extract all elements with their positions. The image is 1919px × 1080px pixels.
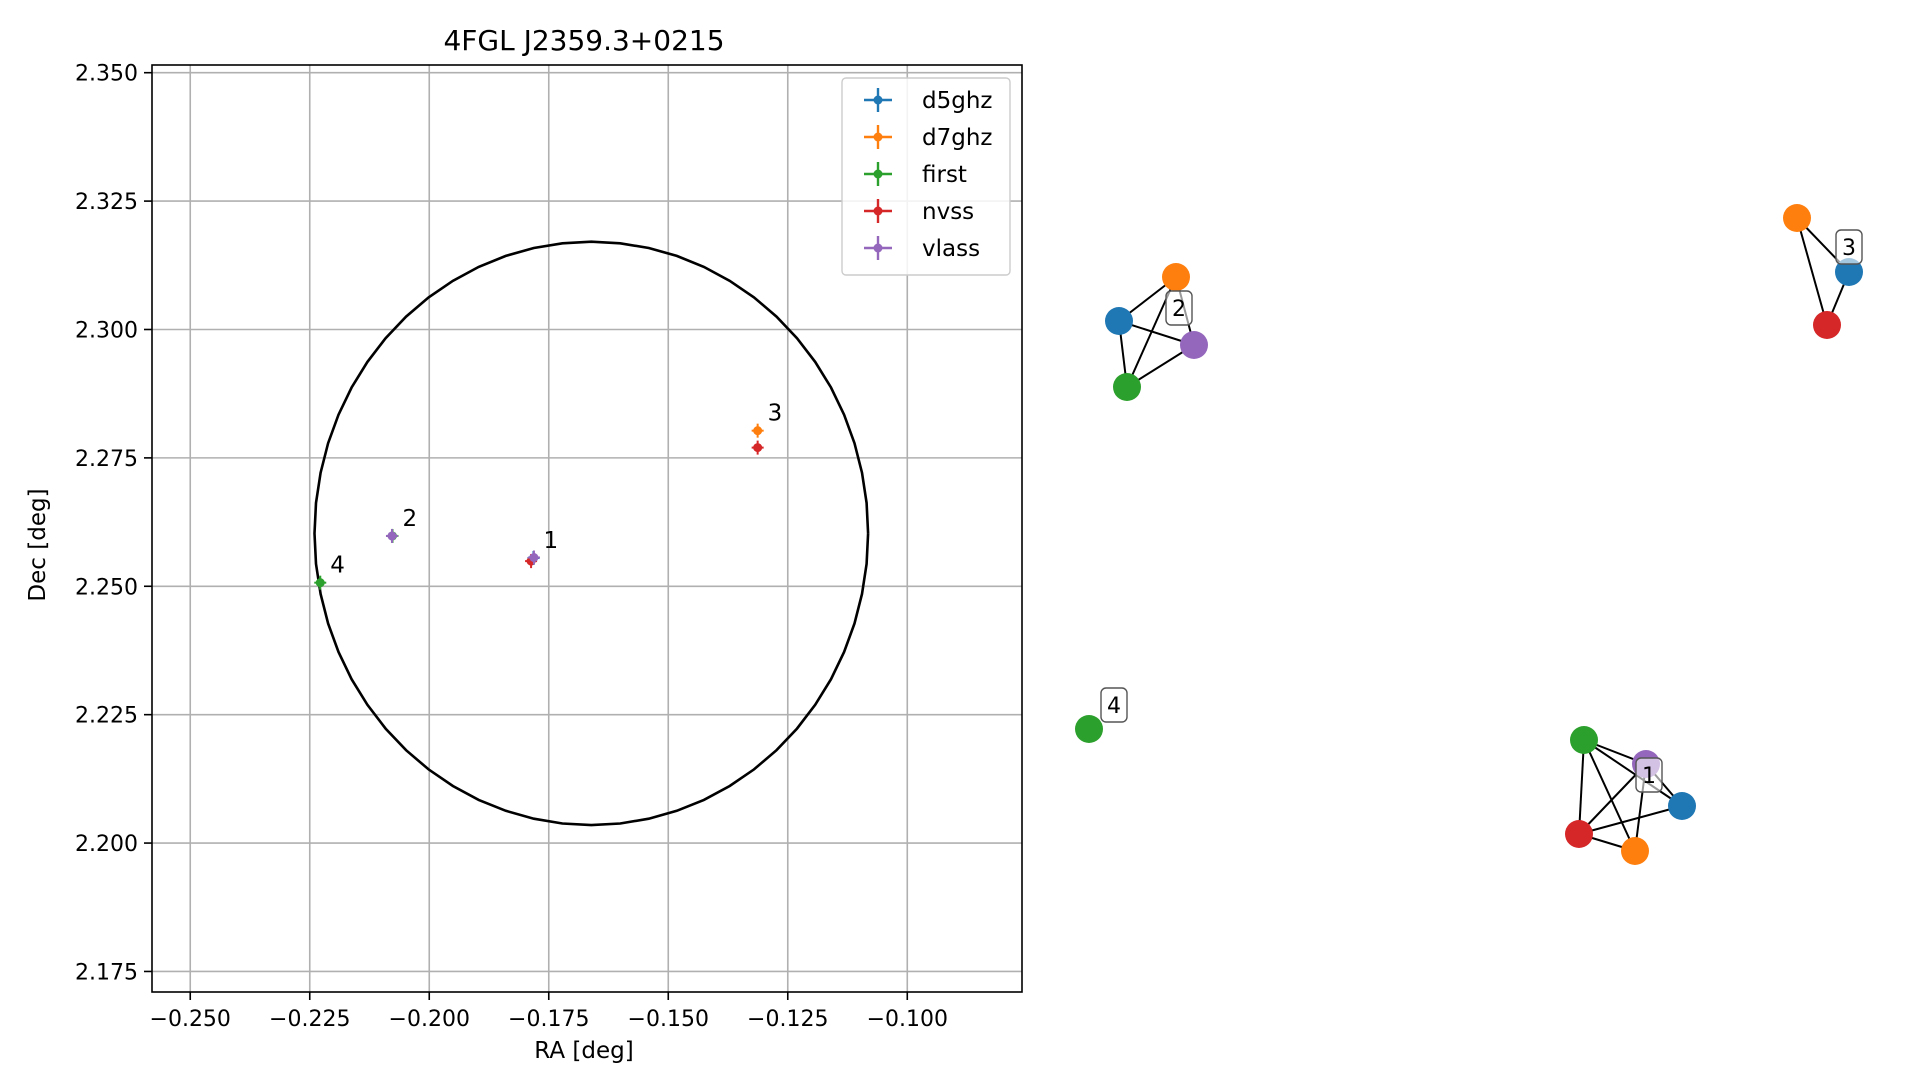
legend-label: d5ghz	[922, 88, 992, 114]
annotation-label: 1	[543, 528, 558, 554]
x-axis-label: RA [deg]	[534, 1038, 633, 1064]
node-d5ghz	[1105, 307, 1133, 335]
cluster-label: 2	[1172, 297, 1186, 322]
chart-title: 4FGL J2359.3+0215	[443, 24, 724, 57]
legend-item-d7ghz: d7ghz	[864, 125, 992, 151]
error-ellipse	[313, 240, 870, 827]
cluster-label-box	[1635, 757, 1663, 793]
legend-item-nvss: nvss	[864, 199, 974, 225]
legend-label: nvss	[922, 199, 974, 225]
edge	[1578, 763, 1647, 835]
point-nvss	[753, 443, 763, 453]
annotation-label: 3	[768, 401, 783, 427]
node-d5ghz	[1835, 258, 1863, 286]
y-axis-label: Dec [deg]	[25, 488, 51, 601]
edge	[1583, 739, 1636, 852]
y-tick-label: 2.300	[75, 318, 138, 343]
axes-frame	[151, 64, 1023, 993]
y-tick-label: 2.175	[75, 960, 138, 985]
node-d5ghz	[1668, 792, 1696, 820]
x-tick-label: −0.225	[269, 1007, 350, 1032]
edge	[1578, 805, 1683, 835]
y-tick-label: 2.350	[75, 62, 138, 87]
legend-marker-dot	[873, 243, 883, 253]
cluster-label-box	[1835, 229, 1863, 265]
y-axis-ticks: 2.175 2.200 2.225 2.250 2.275 2.300 2.325 2.350	[75, 62, 152, 985]
x-tick-label: −0.200	[389, 1007, 470, 1032]
scatter-plot: 4FGL J2359.3+0215 1 2 3 4 −0.250 −0.225 −0.20…	[25, 24, 1023, 1064]
annotation-label: 4	[330, 553, 345, 579]
point-vlass	[529, 553, 539, 563]
legend-label: first	[922, 162, 967, 188]
cluster-label: 4	[1107, 694, 1121, 719]
cluster-1: 1	[1565, 726, 1696, 865]
node-d7ghz	[1783, 204, 1811, 232]
node-nvss	[1813, 311, 1841, 339]
y-tick-label: 2.200	[75, 832, 138, 857]
point-d7ghz	[753, 426, 763, 436]
legend-box	[841, 77, 1011, 276]
point-vlass	[387, 531, 397, 541]
legend-item-vlass: vlass	[864, 236, 980, 262]
legend-marker-dot	[873, 169, 883, 179]
x-tick-label: −0.175	[508, 1007, 589, 1032]
node-first	[1075, 715, 1103, 743]
legend-item-first: first	[864, 162, 967, 188]
x-tick-label: −0.100	[867, 1007, 948, 1032]
node-first	[1113, 373, 1141, 401]
legend-label: d7ghz	[922, 125, 992, 151]
network-graph: 2 3 4 1	[1075, 204, 1863, 865]
node-nvss	[1565, 820, 1593, 848]
x-axis-ticks: −0.250 −0.225 −0.200 −0.175 −0.150 −0.125 −0.1…	[150, 992, 948, 1032]
legend: d5ghz d7ghz first nvss vlass	[841, 77, 1011, 276]
x-tick-label: −0.125	[747, 1007, 828, 1032]
y-tick-label: 2.225	[75, 704, 138, 729]
cluster-label-box	[1165, 290, 1193, 326]
cluster-3: 3	[1783, 204, 1863, 339]
y-tick-label: 2.250	[75, 575, 138, 600]
legend-marker-dot	[873, 206, 883, 216]
cluster-label: 1	[1642, 764, 1656, 789]
edge	[1583, 739, 1683, 807]
legend-marker-dot	[873, 132, 883, 142]
node-first	[1570, 726, 1598, 754]
point-first	[315, 578, 325, 588]
y-tick-label: 2.275	[75, 447, 138, 472]
cluster-2: 2	[1105, 263, 1208, 401]
cluster-label: 3	[1842, 236, 1856, 261]
plot-frame	[151, 64, 1023, 993]
y-tick-label: 2.325	[75, 190, 138, 215]
legend-item-d5ghz: d5ghz	[864, 88, 992, 114]
legend-label: vlass	[922, 236, 980, 262]
legend-marker-dot	[873, 95, 883, 105]
x-tick-label: −0.150	[628, 1007, 709, 1032]
data-points	[314, 423, 764, 590]
annotation-label: 2	[402, 506, 417, 532]
cluster-label-box	[1100, 687, 1128, 723]
cluster-4: 4	[1075, 687, 1128, 743]
node-vlass	[1180, 331, 1208, 359]
x-tick-label: −0.250	[150, 1007, 231, 1032]
node-d7ghz	[1162, 263, 1190, 291]
edge	[1578, 739, 1585, 835]
localization-region	[313, 240, 870, 827]
point-annotations: 1 2 3 4	[330, 401, 782, 579]
edge	[1796, 217, 1828, 326]
node-d7ghz	[1621, 837, 1649, 865]
